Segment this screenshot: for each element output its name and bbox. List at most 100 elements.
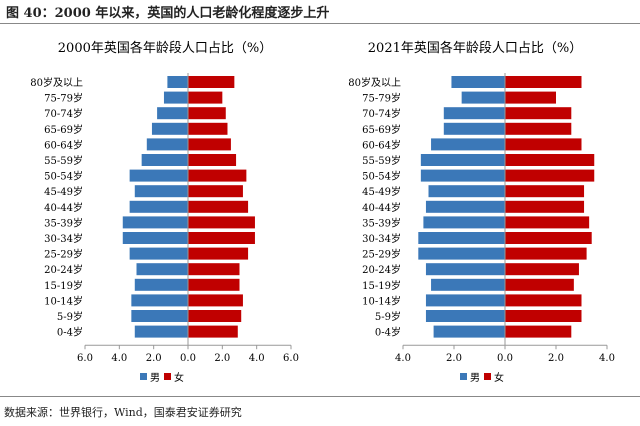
category-label: 10-14岁	[44, 294, 83, 307]
bar-female	[188, 310, 242, 322]
bar-male	[131, 294, 188, 307]
bar-female	[188, 154, 237, 166]
bar-male	[443, 107, 505, 120]
bar-female	[505, 91, 556, 104]
legend-swatch-male	[460, 373, 467, 380]
category-label: 65-69岁	[362, 123, 401, 136]
category-label: 70-74岁	[362, 107, 401, 120]
category-label: 55-59岁	[44, 154, 83, 167]
legend-label: 男	[470, 372, 480, 384]
x-tick-label: 4.0	[395, 353, 411, 364]
bar-female	[505, 263, 579, 276]
category-label: 15-19岁	[44, 279, 83, 292]
category-label: 80岁及以上	[348, 76, 401, 89]
x-tick-label: 2.0	[548, 353, 564, 364]
bar-female	[505, 294, 582, 307]
bar-female	[505, 278, 574, 291]
bar-male	[451, 76, 505, 88]
bar-male	[425, 263, 505, 276]
x-tick-label: 0.0	[497, 353, 513, 364]
category-label: 75-79岁	[362, 92, 401, 105]
bar-female	[188, 294, 243, 307]
category-label: 50-54岁	[44, 170, 83, 183]
category-label: 60-64岁	[362, 138, 401, 151]
legend-swatch-female	[484, 373, 491, 380]
category-label: 60-64岁	[44, 138, 83, 151]
legend-label: 女	[494, 371, 504, 384]
bar-female	[188, 232, 255, 244]
x-tick-label: 4.0	[249, 353, 265, 364]
bar-female	[505, 154, 595, 166]
bar-male	[134, 278, 188, 291]
bar-female	[505, 122, 572, 135]
category-label: 5-9岁	[375, 310, 401, 323]
bar-female	[188, 200, 249, 213]
x-tick-label: 6.0	[283, 353, 299, 364]
x-tick-label: 0.0	[180, 353, 196, 364]
category-label: 50-54岁	[362, 170, 401, 183]
bar-male	[433, 325, 505, 338]
category-label: 10-14岁	[362, 294, 401, 307]
bar-female	[188, 216, 255, 229]
category-label: 25-29岁	[362, 248, 401, 261]
bar-female	[505, 185, 585, 198]
bar-male	[420, 154, 505, 166]
bar-male	[122, 232, 188, 244]
bar-female	[505, 76, 582, 88]
bar-male	[418, 247, 505, 260]
bar-male	[425, 310, 505, 322]
category-label: 45-49岁	[44, 185, 83, 198]
bar-female	[188, 76, 235, 88]
category-label: 80岁及以上	[30, 76, 83, 89]
x-tick-label: 6.0	[77, 353, 93, 364]
bar-female	[188, 169, 247, 182]
bar-female	[188, 107, 226, 120]
bar-female	[505, 325, 572, 338]
bar-female	[188, 247, 249, 260]
figure-title: 图 40：2000 年以来，英国的人口老龄化程度逐步上升	[6, 6, 330, 21]
chart-title: 2000年英国各年龄段人口占比（%）	[58, 40, 272, 56]
category-label: 40-44岁	[44, 201, 83, 214]
bar-male	[167, 76, 188, 88]
category-label: 40-44岁	[362, 201, 401, 214]
bar-male	[431, 138, 505, 151]
category-label: 30-34岁	[44, 232, 83, 245]
category-label: 20-24岁	[362, 263, 401, 276]
source-note: 数据来源：世界银行，Wind，国泰君安证券研究	[4, 406, 242, 419]
x-tick-label: 2.0	[146, 353, 162, 364]
bar-female	[188, 325, 238, 338]
bar-female	[188, 278, 240, 291]
bar-male	[129, 247, 188, 260]
bar-male	[131, 310, 188, 322]
bar-female	[505, 216, 590, 229]
category-label: 25-29岁	[44, 248, 83, 261]
legend-label: 女	[174, 371, 184, 384]
bar-male	[425, 200, 505, 213]
bar-female	[505, 169, 595, 182]
x-tick-label: 2.0	[446, 353, 462, 364]
bar-female	[505, 107, 572, 120]
bar-female	[505, 310, 582, 322]
bar-male	[141, 154, 188, 166]
bar-male	[418, 232, 505, 244]
bar-male	[157, 107, 188, 120]
category-label: 5-9岁	[57, 310, 83, 323]
bar-male	[129, 169, 188, 182]
category-label: 0-4岁	[57, 326, 83, 339]
bar-male	[431, 278, 505, 291]
category-label: 35-39岁	[362, 216, 401, 229]
bar-male	[428, 185, 505, 198]
bar-female	[188, 91, 223, 104]
category-label: 70-74岁	[44, 107, 83, 120]
bar-male	[461, 91, 505, 104]
x-tick-label: 2.0	[214, 353, 230, 364]
category-label: 20-24岁	[44, 263, 83, 276]
bar-female	[188, 138, 231, 151]
legend-label: 男	[150, 372, 160, 384]
bar-female	[188, 122, 228, 135]
category-label: 45-49岁	[362, 185, 401, 198]
legend-swatch-male	[140, 373, 147, 380]
bar-male	[136, 263, 188, 276]
bar-female	[505, 200, 585, 213]
